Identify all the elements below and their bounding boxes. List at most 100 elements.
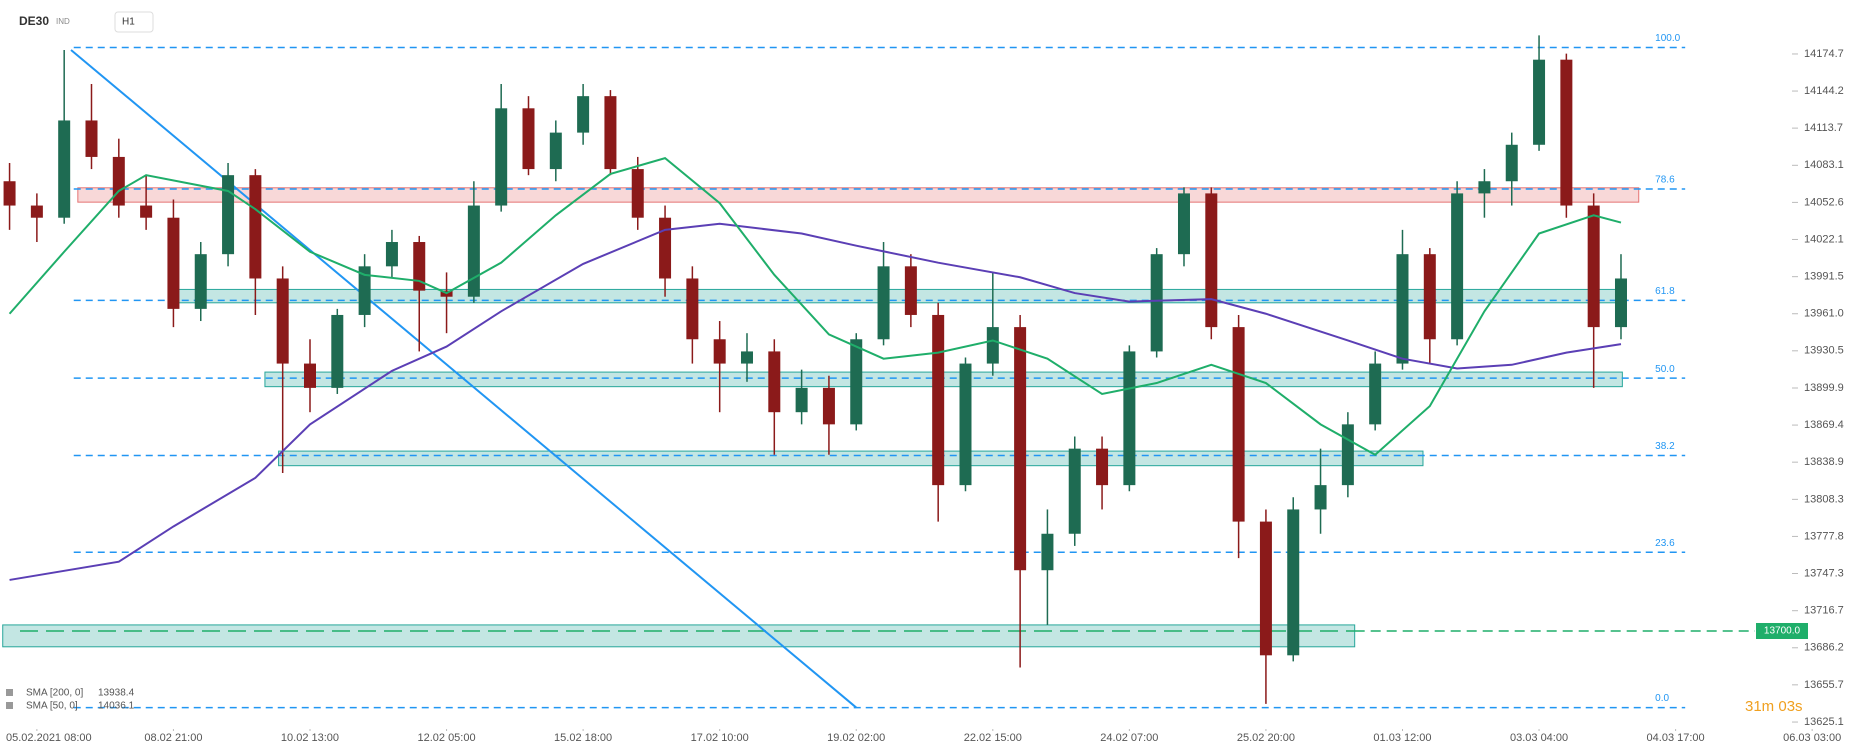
y-tick-label: 13991.5: [1804, 271, 1844, 283]
x-tick-label: 24.02 07:00: [1100, 732, 1158, 744]
fib-label: 100.0: [1655, 33, 1680, 44]
candle-body: [631, 169, 644, 218]
candle-body: [1287, 509, 1300, 656]
legend-name: SMA [200, 0]: [26, 688, 83, 699]
legend-value: 13938.4: [98, 688, 135, 699]
y-tick-label: 14113.7: [1804, 122, 1843, 134]
candle-body: [932, 314, 945, 486]
candle-body: [358, 266, 371, 315]
candle-body: [795, 387, 808, 413]
candle-body: [1396, 254, 1409, 364]
candle-body: [1259, 521, 1272, 656]
candle-body: [986, 327, 999, 364]
candle-body: [522, 108, 535, 170]
candle-body: [30, 205, 43, 218]
timer: 31m 03s: [1745, 698, 1803, 715]
candle-body: [877, 266, 890, 340]
candle-body: [276, 278, 289, 364]
candle-body: [713, 339, 726, 364]
x-tick-label: 22.02 15:00: [964, 732, 1022, 744]
candle-body: [1177, 193, 1190, 255]
y-tick-label: 13686.2: [1804, 642, 1844, 654]
candle-body: [1014, 327, 1027, 571]
candle-body: [1587, 205, 1600, 328]
candle-body: [659, 217, 672, 279]
candle-body: [1041, 533, 1054, 571]
candle-body: [112, 156, 125, 206]
candle-body: [1232, 327, 1245, 522]
candle-body: [1451, 193, 1464, 340]
candle-body: [904, 266, 917, 315]
candle-body: [249, 175, 262, 279]
candle-body: [3, 181, 16, 206]
y-tick-label: 14144.2: [1804, 85, 1844, 97]
trendline: [70, 49, 857, 709]
candle-body: [1123, 351, 1136, 486]
candle-body: [222, 175, 235, 255]
candle-body: [85, 120, 98, 157]
timeframe[interactable]: H1: [122, 17, 135, 28]
candle-body: [58, 120, 71, 218]
y-tick-label: 13747.3: [1804, 567, 1844, 579]
candle-body: [768, 351, 781, 413]
fib-label: 50.0: [1655, 364, 1675, 375]
candle-body: [140, 205, 153, 218]
candle-body: [385, 242, 398, 267]
price-label: 13700.0: [1764, 626, 1801, 637]
fib-label: 61.8: [1655, 286, 1675, 297]
zone: [77, 187, 1640, 203]
legend-value: 14036.1: [98, 701, 135, 712]
legend-name: SMA [50, 0]: [26, 701, 78, 712]
candle-body: [331, 314, 344, 388]
timeframe-box[interactable]: [114, 11, 154, 33]
candle-body: [1533, 59, 1546, 145]
y-tick-label: 13808.3: [1804, 493, 1844, 505]
x-tick-label: 12.02 05:00: [417, 732, 475, 744]
candle-body: [822, 387, 835, 425]
candle-body: [467, 205, 480, 297]
candle-body: [1068, 448, 1081, 534]
y-tick-label: 14052.6: [1804, 196, 1844, 208]
y-tick-label: 13838.9: [1804, 456, 1844, 468]
badge: IND: [56, 17, 70, 26]
y-tick-label: 13777.8: [1804, 530, 1844, 542]
candle-body: [1560, 59, 1573, 206]
candle-body: [1096, 448, 1109, 486]
candle-body: [604, 96, 617, 170]
sma-line: [8, 157, 1622, 456]
x-tick-label: 10.02 13:00: [281, 732, 339, 744]
symbol: DE30: [19, 14, 49, 28]
candle-body: [740, 351, 753, 364]
x-tick-label: 03.03 04:00: [1510, 732, 1568, 744]
fib-label: 38.2: [1655, 441, 1675, 452]
x-tick-label: 15.02 18:00: [554, 732, 612, 744]
x-tick-label: 19.02 02:00: [827, 732, 885, 744]
candle-body: [1205, 193, 1218, 328]
legend-icon: [6, 689, 13, 696]
y-tick-label: 13930.5: [1804, 345, 1844, 357]
y-tick-label: 14174.7: [1804, 48, 1844, 60]
y-tick-label: 13899.9: [1804, 382, 1844, 394]
candle-body: [495, 108, 508, 206]
zone: [278, 450, 1424, 467]
fib-label: 23.6: [1655, 538, 1675, 549]
y-tick-label: 13716.7: [1804, 605, 1844, 617]
y-tick-label: 13961.0: [1804, 308, 1844, 320]
fib-label: 78.6: [1655, 175, 1675, 186]
price-label-box: [1756, 622, 1808, 639]
candle-body: [303, 363, 316, 388]
candle-body: [686, 278, 699, 340]
candle-body: [194, 254, 207, 309]
candle-body: [1369, 363, 1382, 425]
candle-body: [1505, 144, 1518, 182]
legend-icon: [6, 702, 13, 709]
x-tick-label: 17.02 10:00: [691, 732, 749, 744]
x-tick-label: 04.03 17:00: [1647, 732, 1705, 744]
candle-body: [959, 363, 972, 486]
candle-body: [1423, 254, 1436, 340]
x-tick-label: 08.02 21:00: [144, 732, 202, 744]
candle-body: [549, 132, 562, 170]
candle-body: [1314, 485, 1327, 510]
candle-body: [1614, 278, 1627, 328]
